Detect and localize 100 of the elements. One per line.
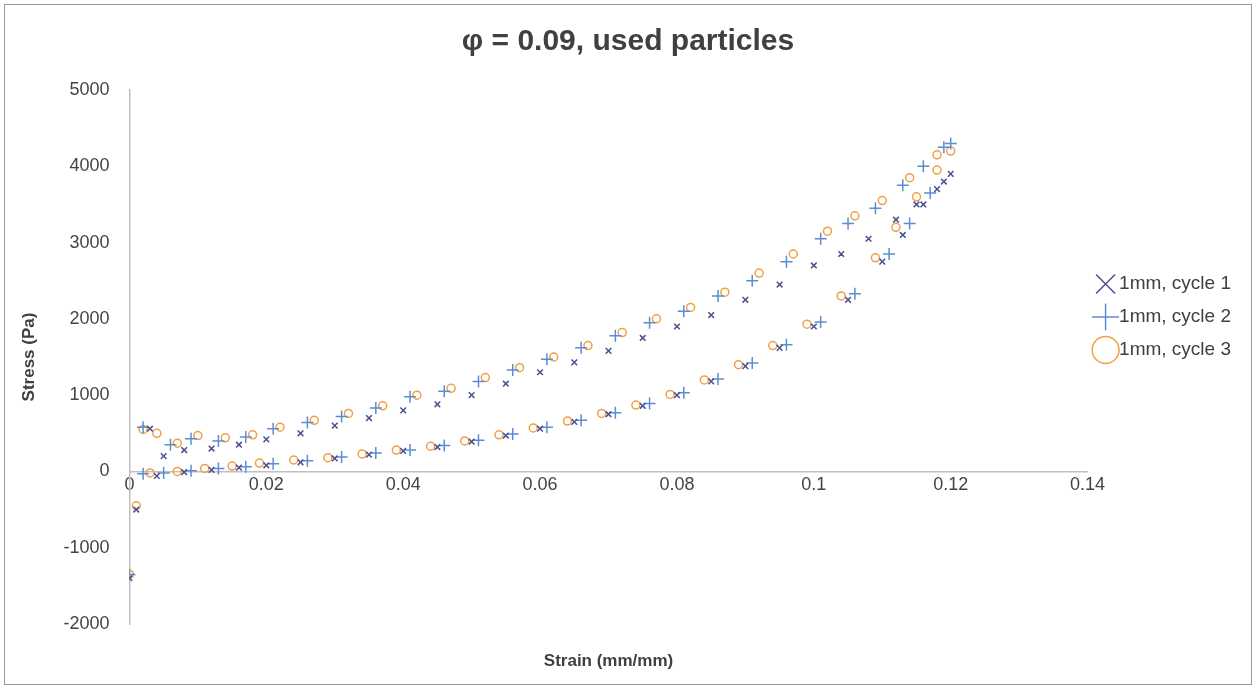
point [665,389,675,400]
point [145,468,155,478]
point [391,445,402,455]
y-tick-label: 5000 [69,78,110,99]
point [505,363,520,377]
point [172,466,183,477]
point [574,413,588,428]
point [460,436,470,446]
point [468,438,476,446]
point [199,463,210,474]
point [262,435,270,443]
point [779,254,794,269]
point [870,253,881,263]
point [138,424,148,435]
chart-title: φ = 0.09, used particles [461,23,795,57]
point [916,159,931,174]
point [540,352,554,367]
x-tick-label: 0.14 [1070,474,1106,495]
point [334,450,349,464]
point [631,400,641,410]
point [136,420,150,434]
point [184,463,198,478]
y-tick-label: 4000 [69,155,110,176]
point [262,461,270,469]
x-axis-title: Strain (mm/mm) [543,651,674,670]
point [288,455,299,465]
point [685,302,696,313]
point [651,314,662,324]
point [604,347,613,355]
point [891,222,901,233]
point [574,341,588,355]
point [911,192,922,202]
point [357,449,367,459]
point [163,437,178,452]
y-tick-label: 0 [99,460,110,481]
point [239,430,253,444]
point [220,433,230,443]
point [943,136,958,151]
point [788,249,799,259]
point [433,443,441,451]
x-tick-label: 0.02 [248,474,284,495]
point [412,390,422,400]
y-tick-label: -1000 [63,536,110,557]
point [207,444,216,453]
point [923,186,937,200]
point [813,232,828,246]
x-tick-label: 0.1 [801,474,827,495]
point [932,150,942,160]
point [617,327,627,338]
point [779,338,794,352]
legend-label: 1mm, cycle 1 [1119,272,1232,294]
point [733,359,744,370]
y-tick-label: -2000 [63,612,110,633]
x-tick-label: 0.12 [933,474,969,495]
point [882,247,896,261]
point [399,447,407,455]
point [608,328,623,343]
point [850,211,860,221]
point [754,268,764,278]
point [156,466,171,480]
point [514,362,525,373]
point [300,454,315,468]
point [334,409,349,424]
point [247,430,258,440]
point [437,438,452,453]
point [211,434,226,448]
point [266,457,280,471]
point [802,319,812,329]
point [494,430,504,440]
x-tick-label: 0.04 [385,474,421,495]
point [813,315,828,329]
point [227,461,237,471]
point [699,375,710,385]
point [369,401,383,415]
y-tick-label: 1000 [69,384,110,405]
legend-label: 1mm, cycle 3 [1119,338,1232,360]
point [528,423,538,433]
point [266,421,280,436]
point [896,178,910,193]
y-axis-title: Stress (Pa) [18,312,38,402]
point [677,386,691,400]
x-tick-label: 0.08 [659,474,695,495]
point [446,383,456,394]
point [239,460,253,474]
point [937,140,951,154]
point [562,416,573,426]
point [275,422,285,432]
point [642,315,657,330]
point [369,446,383,460]
point [540,420,554,434]
point [403,443,417,457]
x-tick-label: 0.06 [522,474,558,495]
point [570,358,578,366]
point [945,146,956,156]
point [377,401,388,411]
y-tick-label: 2000 [69,307,110,328]
point [471,433,486,447]
point [152,428,162,439]
point [403,389,417,404]
point [211,461,226,476]
